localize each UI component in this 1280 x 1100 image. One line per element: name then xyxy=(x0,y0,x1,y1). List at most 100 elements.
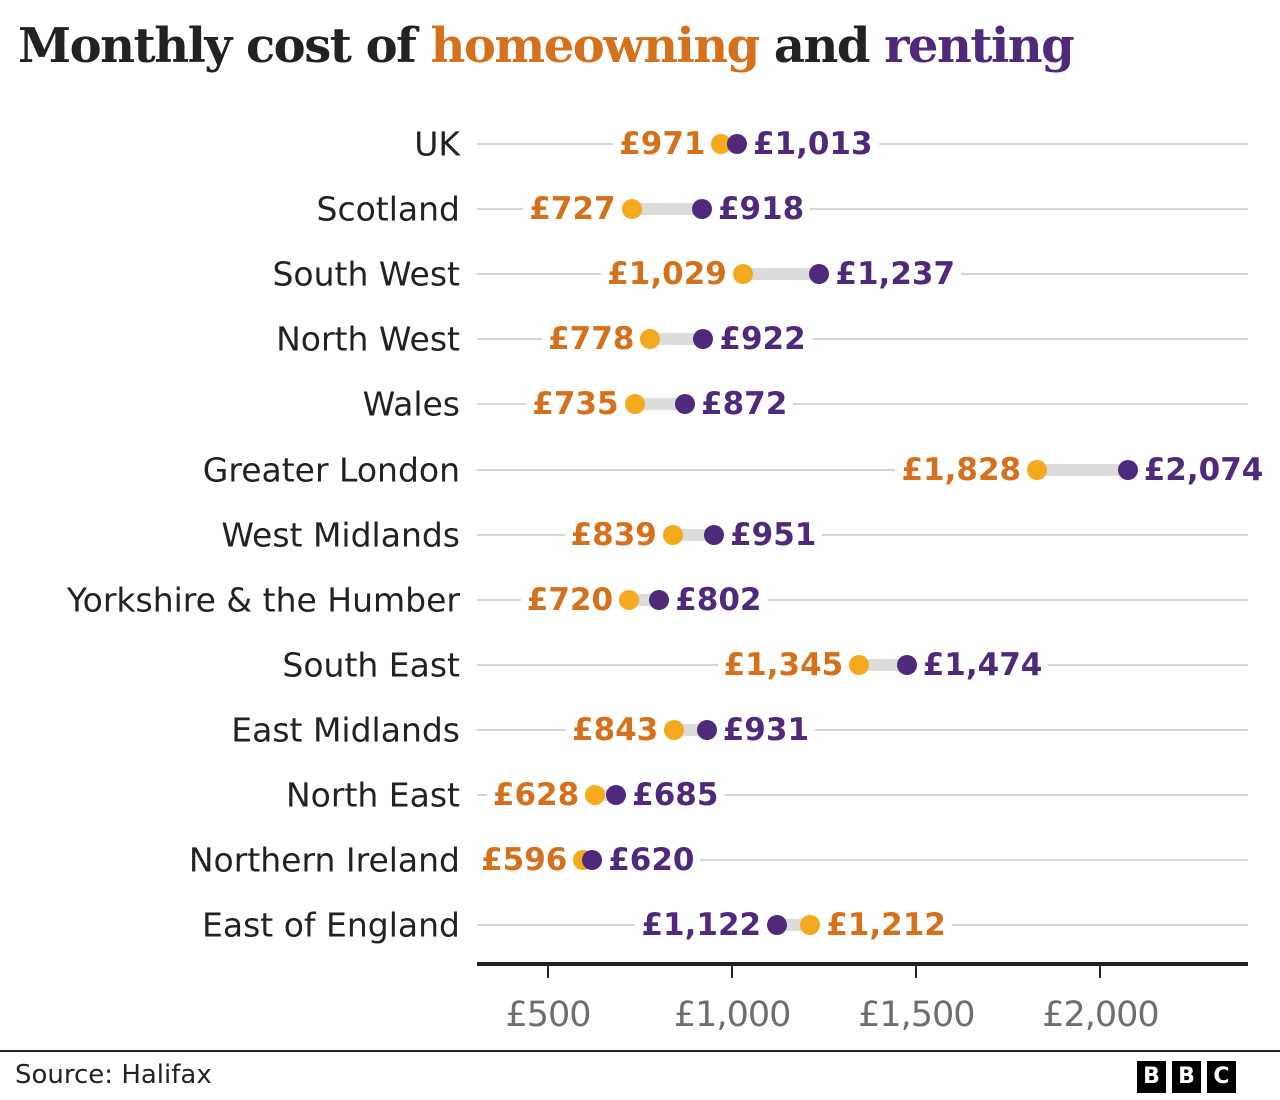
grid-line xyxy=(477,794,1248,796)
grid-line xyxy=(477,338,1248,341)
homeowning-value: £1,029 xyxy=(601,257,733,291)
homeowning-dot xyxy=(800,915,821,936)
homeowning-value: £839 xyxy=(564,517,663,552)
renting-dot xyxy=(675,394,695,415)
connector-bar xyxy=(634,398,685,411)
homeowning-value: £1,345 xyxy=(717,648,850,682)
x-axis-tick-label: £1,500 xyxy=(858,995,975,1035)
title-renting: renting xyxy=(884,18,1075,74)
row-label: Wales xyxy=(362,384,460,424)
bbc-logo-letter: B xyxy=(1172,1061,1201,1093)
row-label: East of England xyxy=(202,905,460,945)
source-note: Source: Halifax xyxy=(15,1060,212,1090)
grid-line xyxy=(477,208,1248,211)
renting-dot xyxy=(704,524,725,545)
renting-value: £2,074 xyxy=(1137,452,1270,487)
renting-dot xyxy=(696,719,717,740)
renting-value: £685 xyxy=(626,778,725,812)
homeowning-value: £1,212 xyxy=(820,908,952,942)
renting-dot xyxy=(809,264,830,285)
x-axis-line xyxy=(477,962,1248,966)
row-label: North East xyxy=(286,775,460,815)
homeowning-dot xyxy=(1027,459,1048,480)
homeowning-value: £628 xyxy=(486,778,586,812)
x-axis-tick xyxy=(1099,964,1102,978)
homeowning-dot xyxy=(664,719,685,740)
connector-bar xyxy=(859,658,907,671)
footer-divider xyxy=(0,1050,1280,1052)
renting-value: £951 xyxy=(724,517,823,552)
renting-dot xyxy=(896,654,917,675)
row-label: UK xyxy=(414,124,460,164)
row-label: West Midlands xyxy=(221,515,460,555)
homeowning-dot xyxy=(711,134,732,154)
renting-value: £620 xyxy=(602,843,701,877)
bbc-logo: B B C xyxy=(1137,1061,1236,1093)
row-label: East Midlands xyxy=(231,710,460,750)
homeowning-value: £971 xyxy=(613,127,712,161)
chart-title: Monthly cost of homeowning and renting xyxy=(18,18,1075,74)
row-label: Greater London xyxy=(202,450,460,489)
homeowning-dot xyxy=(585,785,606,805)
grid-line xyxy=(477,533,1248,536)
grid-line xyxy=(477,859,1248,862)
x-axis-tick-label: £1,000 xyxy=(673,995,791,1035)
renting-dot xyxy=(691,199,712,220)
renting-dot xyxy=(649,589,670,610)
homeowning-value: £735 xyxy=(526,387,625,421)
x-axis-tick-label: £2,000 xyxy=(1042,995,1159,1035)
title-middle: and xyxy=(758,18,885,74)
connector-bar xyxy=(631,203,702,216)
bbc-logo-letter: C xyxy=(1207,1061,1236,1093)
renting-value: £872 xyxy=(695,387,794,421)
renting-value: £918 xyxy=(711,192,811,226)
renting-dot xyxy=(693,329,714,350)
row-label: South West xyxy=(272,254,460,294)
homeowning-value: £1,828 xyxy=(895,452,1028,487)
homeowning-value: £843 xyxy=(566,713,665,747)
renting-dot xyxy=(726,134,747,154)
connector-bar xyxy=(742,268,820,281)
renting-dot xyxy=(606,785,627,805)
homeowning-dot xyxy=(619,589,640,610)
connector-bar xyxy=(672,528,715,541)
homeowning-dot xyxy=(849,654,870,675)
homeowning-dot xyxy=(621,199,642,220)
renting-value: £802 xyxy=(669,583,768,617)
title-prefix: Monthly cost of xyxy=(18,18,431,74)
bbc-logo-letter: B xyxy=(1137,1061,1166,1093)
connector-bar xyxy=(650,333,704,346)
row-label: North West xyxy=(276,319,460,359)
connector-bar xyxy=(1037,463,1128,476)
row-label: Northern Ireland xyxy=(188,840,460,880)
x-axis-tick xyxy=(547,964,549,978)
row-label: South East xyxy=(282,645,460,685)
renting-dot xyxy=(582,850,603,871)
grid-line xyxy=(477,468,1248,471)
homeowning-dot xyxy=(640,329,661,350)
renting-value: £1,013 xyxy=(746,127,879,161)
x-axis-tick xyxy=(731,964,734,978)
renting-value: £1,122 xyxy=(635,908,768,942)
grid-line xyxy=(477,403,1248,406)
x-axis-tick-label: £500 xyxy=(505,995,591,1035)
row-label: Scotland xyxy=(316,189,460,229)
homeowning-value: £778 xyxy=(542,322,641,356)
row-label: Yorkshire & the Humber xyxy=(66,580,460,620)
homeowning-value: £596 xyxy=(475,843,574,877)
grid-line xyxy=(477,598,1248,601)
homeowning-dot xyxy=(732,264,753,285)
homeowning-value: £727 xyxy=(523,192,622,226)
homeowning-dot xyxy=(662,524,683,545)
homeowning-value: £720 xyxy=(520,583,620,617)
renting-value: £1,237 xyxy=(829,257,962,291)
homeowning-dot xyxy=(624,394,645,415)
x-axis-tick xyxy=(915,964,918,978)
grid-line xyxy=(477,728,1248,731)
renting-dot xyxy=(1117,459,1138,480)
renting-value: £922 xyxy=(713,322,812,356)
renting-dot xyxy=(767,915,788,936)
title-homeowning: homeowning xyxy=(430,18,760,74)
renting-value: £1,474 xyxy=(916,648,1049,682)
